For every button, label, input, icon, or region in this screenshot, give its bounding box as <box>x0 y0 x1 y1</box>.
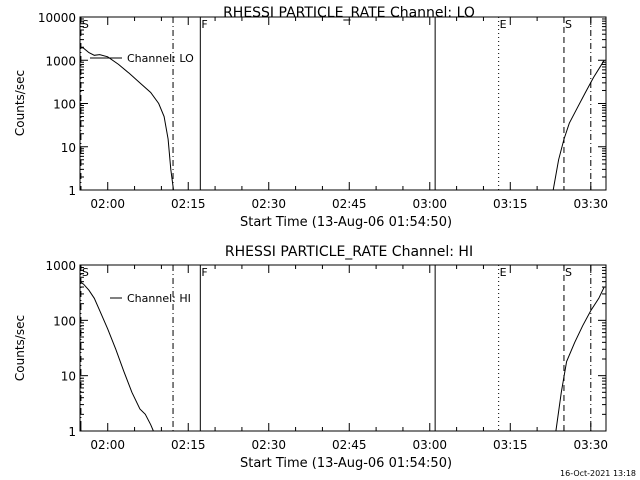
x-tick-label: 03:15 <box>493 438 528 452</box>
event-marker-label: S <box>82 18 89 31</box>
chart-panel-1: RHESSI PARTICLE_RATE Channel: LOCounts/s… <box>13 5 608 230</box>
timestamp-stamp: 16-Oct-2021 13:18 <box>560 469 636 478</box>
series-line <box>552 60 605 191</box>
x-tick-label: 03:15 <box>493 197 528 211</box>
x-axis-label: Start Time (13-Aug-06 01:54:50) <box>240 456 452 471</box>
plot-frame <box>79 264 607 432</box>
event-marker-label: E <box>500 266 507 279</box>
event-marker-label: F <box>201 18 207 31</box>
x-tick-label: 02:30 <box>251 438 286 452</box>
event-marker-label: E <box>500 18 507 31</box>
x-tick-label: 03:30 <box>573 197 608 211</box>
x-tick-label: 02:15 <box>171 197 206 211</box>
x-tick-label: 02:15 <box>171 438 206 452</box>
x-tick-label: 02:00 <box>90 438 125 452</box>
x-tick-label: 02:45 <box>332 197 367 211</box>
x-tick-label: 03:30 <box>573 438 608 452</box>
y-tick-label: 1 <box>68 184 76 198</box>
series-line <box>79 46 174 191</box>
x-axis-label: Start Time (13-Aug-06 01:54:50) <box>240 215 452 230</box>
series-line <box>79 281 154 432</box>
y-tick-label: 1000 <box>45 54 76 68</box>
y-tick-label: 10 <box>61 141 76 155</box>
x-tick-label: 02:30 <box>251 197 286 211</box>
chart-title: RHESSI PARTICLE_RATE Channel: HI <box>225 244 473 260</box>
event-marker-label: S <box>82 266 89 279</box>
y-tick-label: 100 <box>53 314 76 328</box>
legend-label: Channel: HI <box>127 292 191 305</box>
y-tick-label: 100 <box>53 98 76 112</box>
y-axis-label: Counts/sec <box>13 70 27 136</box>
x-tick-label: 02:45 <box>332 438 367 452</box>
y-axis-label: Counts/sec <box>13 315 27 381</box>
x-tick-label: 03:00 <box>412 438 447 452</box>
chart-panel-2: RHESSI PARTICLE_RATE Channel: HI Counts/s… <box>13 244 608 471</box>
x-tick-label: 02:00 <box>90 197 125 211</box>
y-tick-label: 10 <box>61 370 76 384</box>
y-tick-label: 1 <box>68 425 76 439</box>
event-marker-label: S <box>565 266 572 279</box>
event-marker-label: F <box>201 266 207 279</box>
legend-label: Channel: LO <box>127 52 194 65</box>
y-tick-label: 1000 <box>45 259 76 273</box>
y-tick-label: 10000 <box>38 11 76 25</box>
event-marker-label: S <box>565 18 572 31</box>
series-line <box>555 286 605 432</box>
x-tick-label: 03:00 <box>412 197 447 211</box>
